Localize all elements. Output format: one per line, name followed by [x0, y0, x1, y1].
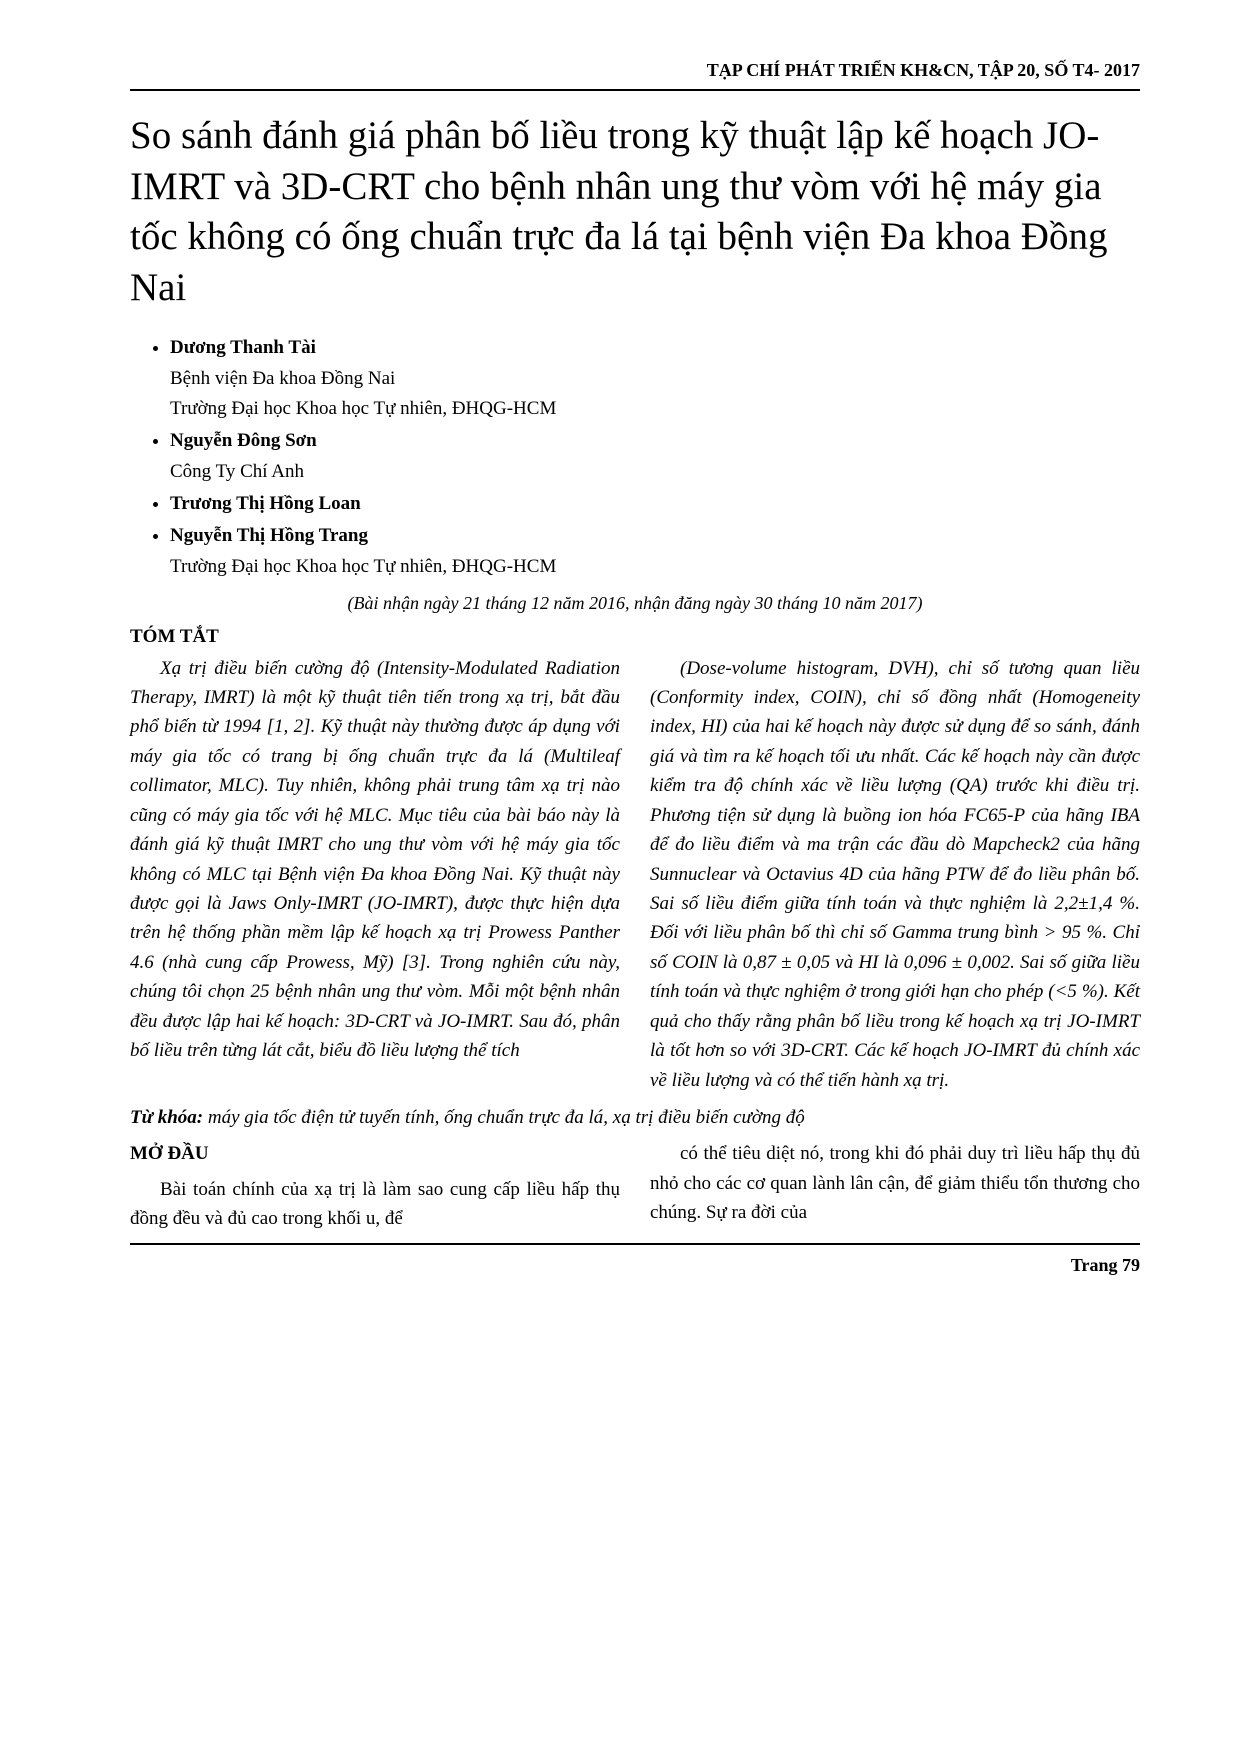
abstract-container: Xạ trị điều biến cường độ (Intensity-Mod…: [130, 654, 1140, 1096]
author-name: Trương Thị Hồng Loan: [170, 488, 1140, 520]
author-list: Dương Thanh Tài Bệnh viện Đa khoa Đồng N…: [170, 332, 1140, 583]
abstract-left-text: Xạ trị điều biến cường độ (Intensity-Mod…: [130, 654, 620, 1066]
author-affiliation: Công Ty Chí Anh: [170, 457, 1140, 487]
keywords-label: Từ khóa:: [130, 1107, 203, 1128]
intro-heading: MỞ ĐẦU: [130, 1139, 620, 1168]
page-footer: Trang 79: [130, 1243, 1140, 1276]
article-title: So sánh đánh giá phân bố liều trong kỹ t…: [130, 111, 1140, 314]
keywords-text: máy gia tốc điện tử tuyến tính, ống chuẩ…: [203, 1107, 805, 1128]
author-affiliation: Trường Đại học Khoa học Tự nhiên, ĐHQG-H…: [170, 394, 1140, 424]
received-date: (Bài nhận ngày 21 tháng 12 năm 2016, nhậ…: [130, 593, 1140, 614]
author-name: Nguyễn Thị Hồng Trang: [170, 520, 1140, 552]
body-container: MỞ ĐẦU Bài toán chính của xạ trị là làm …: [130, 1139, 1140, 1233]
author-affiliation: Trường Đại học Khoa học Tự nhiên, ĐHQG-H…: [170, 552, 1140, 582]
body-right-text: có thể tiêu diệt nó, trong khi đó phải d…: [650, 1139, 1140, 1227]
author-name: Nguyễn Đông Sơn: [170, 425, 1140, 457]
summary-heading: TÓM TẮT: [130, 626, 1140, 648]
journal-header: TẠP CHÍ PHÁT TRIỂN KH&CN, TẬP 20, SỐ T4-…: [130, 60, 1140, 91]
body-left-text: Bài toán chính của xạ trị là làm sao cun…: [130, 1175, 620, 1234]
author-affiliation: Bệnh viện Đa khoa Đồng Nai: [170, 364, 1140, 394]
abstract-right-text: (Dose-volume histogram, DVH), chỉ số tươ…: [650, 654, 1140, 1096]
author-name: Dương Thanh Tài: [170, 332, 1140, 364]
abstract-right-column: (Dose-volume histogram, DVH), chỉ số tươ…: [650, 654, 1140, 1096]
body-left-column: MỞ ĐẦU Bài toán chính của xạ trị là làm …: [130, 1139, 620, 1233]
abstract-left-column: Xạ trị điều biến cường độ (Intensity-Mod…: [130, 654, 620, 1096]
body-right-column: có thể tiêu diệt nó, trong khi đó phải d…: [650, 1139, 1140, 1233]
keywords-line: Từ khóa: máy gia tốc điện tử tuyến tính,…: [130, 1107, 1140, 1129]
